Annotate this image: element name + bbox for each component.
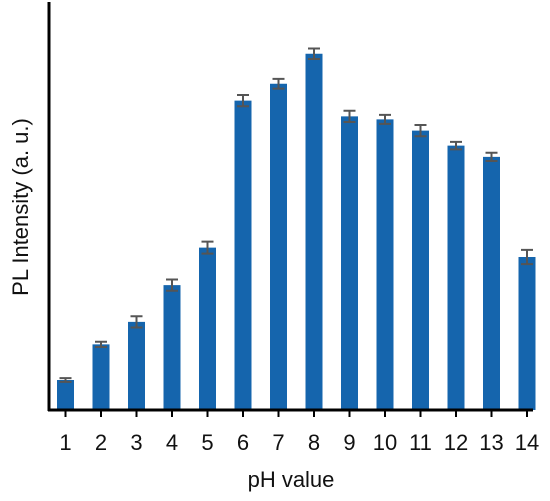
error-bar-ph-14 [521,248,533,266]
x-tick-labels: 1 2 3 4 5 6 7 8 9 10 11 12 13 14 [59,410,539,455]
error-bar-ph-2 [95,340,107,348]
bar-ph-13 [483,156,500,410]
bar-ph-1 [57,380,74,410]
bar-ph-6 [234,100,252,410]
x-tick-label-1: 1 [59,430,71,455]
bar-ph-4 [163,285,181,410]
bar-ph-8 [305,53,323,410]
x-tick-label-11: 11 [409,430,432,455]
bar-ph-5 [199,247,216,410]
x-tick-label-8: 8 [308,430,320,455]
error-bar-ph-8 [308,47,320,60]
error-bar-ph-1 [59,377,72,383]
error-bar-ph-6 [237,94,249,108]
error-bar-ph-10 [379,113,391,125]
bar-ph-12 [447,145,465,410]
x-tick-label-10: 10 [373,430,397,455]
error-bar-ph-4 [166,278,178,292]
bar-ph-14 [518,257,536,410]
x-axis-title: pH value [248,467,335,492]
bar-ph-11 [412,130,429,410]
x-tick-label-6: 6 [237,430,249,455]
error-bar-ph-13 [485,151,498,162]
bar-ph-2 [92,344,110,410]
x-tick-label-13: 13 [479,430,503,455]
error-bar-ph-11 [414,124,427,138]
x-tick-label-4: 4 [166,430,178,455]
x-tick-label-3: 3 [130,430,142,455]
bar-ph-3 [128,321,145,410]
bar-ph-10 [376,119,394,410]
x-tick-label-7: 7 [272,430,284,455]
bar-ph-7 [270,83,287,410]
error-bar-ph-9 [343,109,356,123]
bar-ph-9 [341,116,358,410]
error-bar-ph-3 [130,315,143,329]
x-tick-label-12: 12 [444,430,468,455]
x-tick-label-9: 9 [343,430,355,455]
error-bars-layer [59,47,533,383]
x-tick-label-2: 2 [95,430,107,455]
error-bar-ph-12 [450,140,462,151]
y-axis-title: PL Intensity (a. u.) [8,118,33,296]
error-bar-ph-5 [201,240,214,255]
error-bar-ph-7 [272,77,285,90]
x-tick-label-5: 5 [201,430,213,455]
bars-layer [57,53,536,410]
x-tick-label-14: 14 [515,430,539,455]
